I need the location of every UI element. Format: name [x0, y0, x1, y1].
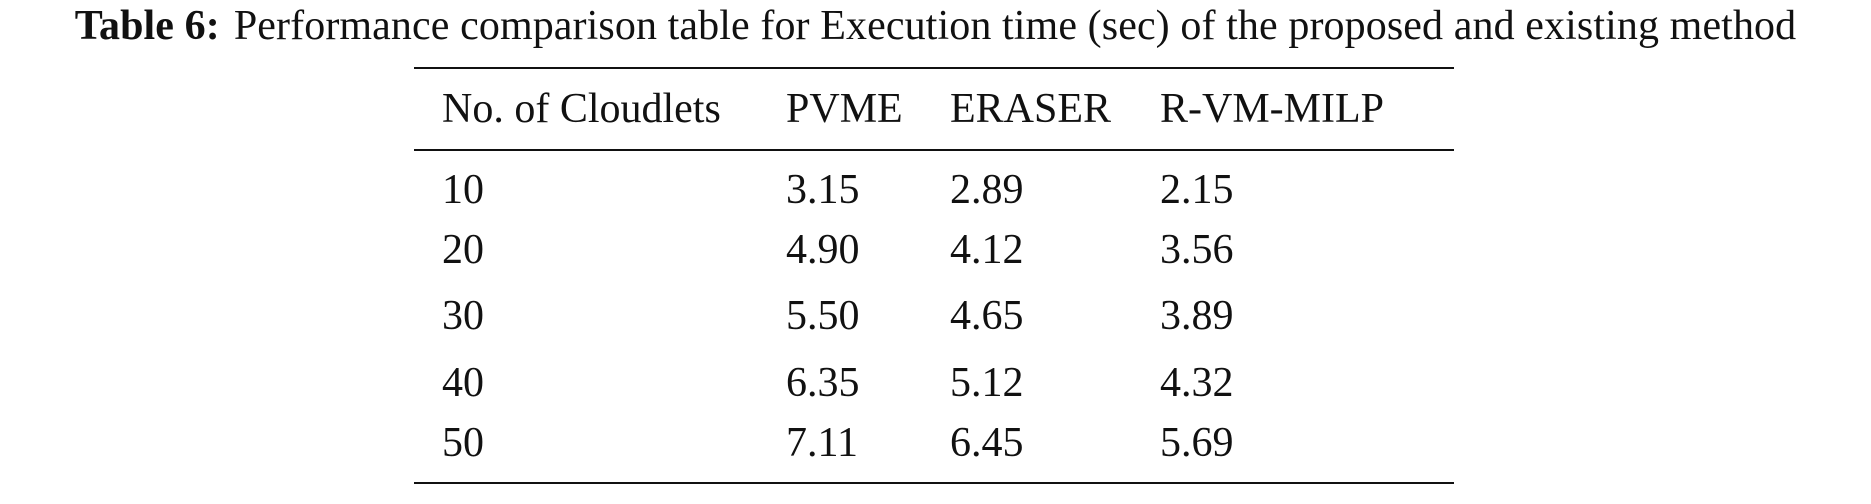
cell-eraser: 6.45 [922, 416, 1132, 484]
column-header-pvme: PVME [758, 67, 922, 151]
table-row: 40 6.35 5.12 4.32 [414, 350, 1454, 417]
cell-eraser: 5.12 [950, 359, 1024, 406]
cell-pvme: 3.15 [786, 166, 860, 213]
cell-cloudlets: 20 [442, 226, 484, 273]
cell-r-vm-milp: 3.56 [1160, 226, 1234, 273]
cell-pvme: 6.35 [786, 359, 860, 406]
cell-r-vm-milp: 3.89 [1160, 293, 1234, 340]
cell-pvme: 5.50 [786, 293, 860, 340]
caption-label: Table 6: [74, 3, 220, 49]
table-caption: Table 6: Performance comparison table for… [0, 0, 1871, 52]
table-row: 30 5.50 4.65 3.89 [414, 283, 1454, 350]
cell-r-vm-milp: 2.15 [1160, 166, 1234, 213]
table-header-row: No. of Cloudlets PVME ERASER R-VM-MILP [414, 67, 1454, 151]
cell-cloudlets: 50 [414, 416, 758, 484]
cell-cloudlets: 40 [442, 359, 484, 406]
results-table: No. of Cloudlets PVME ERASER R-VM-MILP 1… [414, 67, 1454, 484]
column-header-cloudlets: No. of Cloudlets [414, 67, 758, 151]
table-row: 50 7.11 6.45 5.69 [414, 416, 1454, 484]
cell-cloudlets: 10 [442, 166, 484, 213]
cell-pvme: 4.90 [786, 226, 860, 273]
column-header-r-vm-milp: R-VM-MILP [1132, 67, 1454, 151]
table-row: 10 3.15 2.89 2.15 [414, 150, 1454, 217]
table-row: 20 4.90 4.12 3.56 [414, 217, 1454, 284]
cell-cloudlets: 30 [442, 293, 484, 340]
column-header-eraser: ERASER [922, 67, 1132, 151]
cell-r-vm-milp: 5.69 [1132, 416, 1454, 484]
caption-text: Performance comparison table for Executi… [233, 3, 1797, 49]
cell-eraser: 2.89 [950, 166, 1024, 213]
cell-r-vm-milp: 4.32 [1160, 359, 1234, 406]
cell-pvme: 7.11 [758, 416, 922, 484]
cell-eraser: 4.12 [950, 226, 1024, 273]
cell-eraser: 4.65 [950, 293, 1024, 340]
